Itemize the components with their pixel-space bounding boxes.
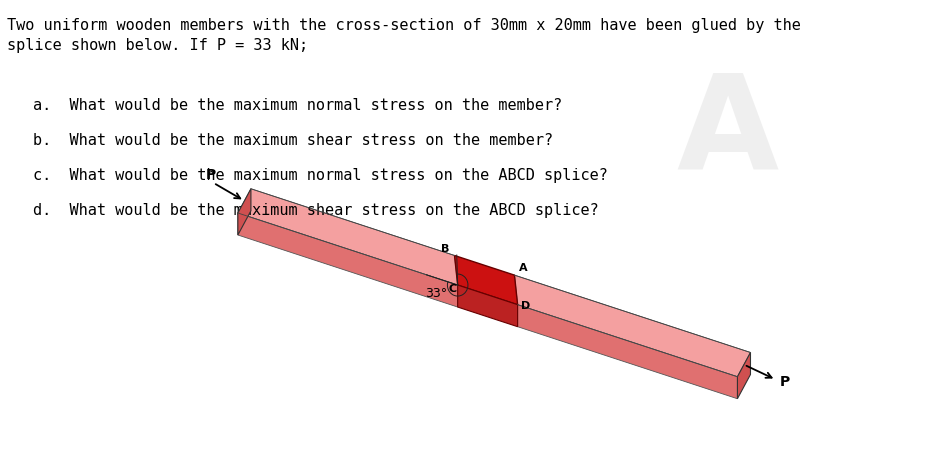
Polygon shape <box>238 189 251 235</box>
Text: A: A <box>519 263 528 273</box>
Polygon shape <box>515 275 751 377</box>
Polygon shape <box>737 352 750 399</box>
Polygon shape <box>518 305 737 399</box>
Polygon shape <box>454 255 518 305</box>
Text: a.  What would be the maximum normal stress on the member?: a. What would be the maximum normal stre… <box>32 98 561 113</box>
Text: D: D <box>522 301 531 311</box>
Text: B: B <box>441 245 449 255</box>
Text: 33°: 33° <box>425 287 447 300</box>
Text: d.  What would be the maximum shear stress on the ABCD splice?: d. What would be the maximum shear stres… <box>32 203 598 218</box>
Text: A: A <box>676 69 779 197</box>
Text: Two uniform wooden members with the cross-section of 30mm x 20mm have been glued: Two uniform wooden members with the cros… <box>8 18 802 53</box>
Text: C: C <box>448 284 456 294</box>
Text: P: P <box>206 168 216 182</box>
Text: c.  What would be the maximum normal stress on the ABCD splice?: c. What would be the maximum normal stre… <box>32 168 607 183</box>
Text: b.  What would be the maximum shear stress on the member?: b. What would be the maximum shear stres… <box>32 133 553 148</box>
Polygon shape <box>238 189 458 285</box>
Polygon shape <box>238 213 458 307</box>
Polygon shape <box>458 285 518 327</box>
Text: P: P <box>780 375 790 389</box>
